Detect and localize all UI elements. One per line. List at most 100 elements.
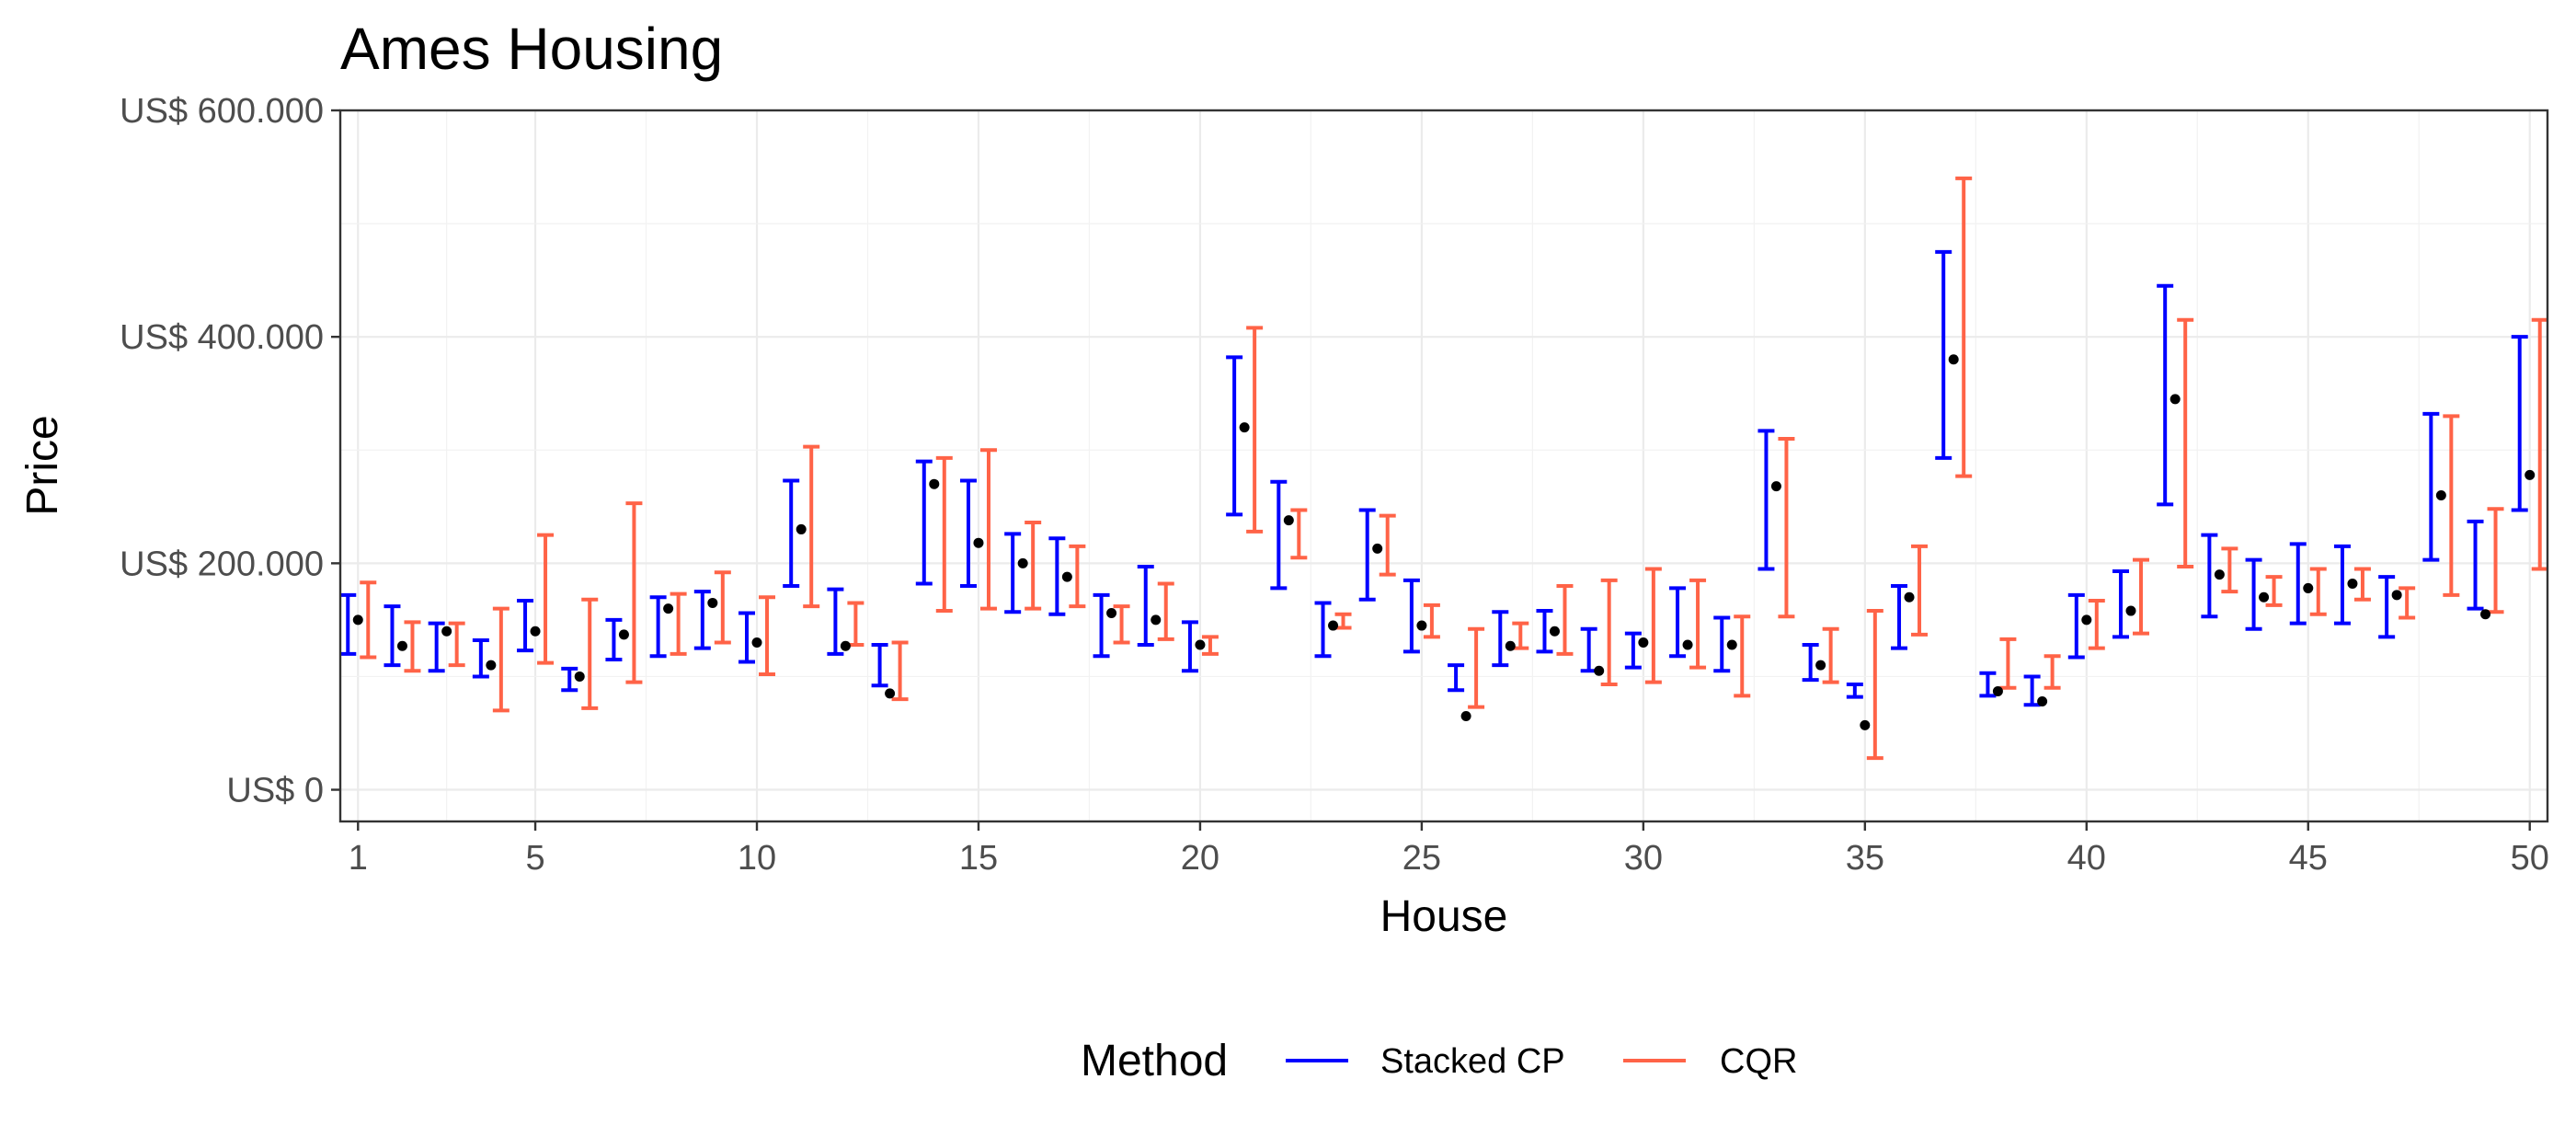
point-house-13 [885, 688, 896, 699]
errorbar-cqr-house-20 [1201, 635, 1219, 656]
errorbar-cqr-house-29 [1600, 578, 1618, 687]
point-house-15 [973, 537, 984, 548]
errorbar-cqr-house-25 [1423, 603, 1440, 639]
errorbar-cqr-house-36 [1911, 544, 1929, 637]
point-house-16 [1017, 557, 1028, 568]
point-house-33 [1770, 481, 1781, 492]
y-axis: US$ 0 US$ 200.000 US$ 400.000 US$ 600.000 [120, 92, 340, 810]
point-house-45 [2303, 582, 2314, 593]
point-house-36 [1904, 591, 1915, 603]
x-axis-title: House [1380, 892, 1508, 941]
errorbar-cqr-house-41 [2132, 557, 2149, 636]
point-house-42 [2170, 394, 2181, 405]
errorbar-stacked-cp-house-44 [2245, 557, 2262, 631]
errorbar-cqr-house-2 [404, 620, 421, 673]
point-house-11 [796, 523, 807, 534]
errorbar-stacked-cp-house-20 [1181, 620, 1198, 673]
point-house-9 [707, 597, 718, 608]
errorbar-cqr-house-42 [2177, 317, 2194, 569]
point-house-32 [1726, 639, 1737, 650]
errorbar-cqr-house-49 [2487, 507, 2504, 614]
errorbar-stacked-cp-house-35 [1846, 683, 1863, 699]
errorbar-stacked-cp-house-50 [2511, 335, 2528, 512]
errorbar-cqr-house-37 [1955, 176, 1973, 478]
errorbar-stacked-cp-house-41 [2112, 568, 2129, 639]
point-house-17 [1061, 571, 1072, 582]
point-house-50 [2524, 469, 2536, 480]
errorbar-stacked-cp-house-36 [1891, 583, 1908, 650]
point-house-44 [2259, 591, 2270, 603]
plot-background [340, 110, 2547, 821]
point-house-21 [1239, 422, 1250, 433]
point-house-38 [1992, 685, 2003, 696]
point-house-41 [2125, 605, 2136, 616]
point-house-19 [1151, 614, 1162, 626]
legend-title: Method [1081, 1037, 1228, 1085]
point-house-10 [751, 637, 762, 649]
errorbar-cqr-house-9 [714, 570, 731, 645]
legend: Method Stacked CP CQR [1081, 1037, 1797, 1085]
errorbar-cqr-house-48 [2443, 414, 2460, 597]
errorbar-stacked-cp-house-47 [2378, 575, 2396, 639]
errorbar-stacked-cp-house-15 [959, 478, 977, 588]
x-tick-label: 10 [738, 839, 776, 878]
y-tick-label: US$ 400.000 [120, 318, 324, 357]
errorbar-stacked-cp-house-8 [649, 595, 667, 659]
errorbar-cqr-house-47 [2399, 586, 2416, 620]
errorbar-cqr-house-46 [2353, 567, 2371, 602]
errorbar-stacked-cp-house-6 [561, 666, 578, 693]
errorbar-stacked-cp-house-2 [384, 604, 401, 668]
y-axis-title: Price [18, 415, 67, 515]
errorbar-cqr-house-33 [1778, 436, 1795, 619]
x-tick-label: 45 [2289, 839, 2328, 878]
errorbar-cqr-house-43 [2221, 546, 2238, 594]
x-tick-label: 40 [2067, 839, 2106, 878]
errorbar-cqr-house-45 [2309, 567, 2327, 616]
point-house-14 [929, 478, 940, 489]
errorbar-stacked-cp-house-25 [1402, 578, 1420, 654]
point-house-7 [618, 629, 629, 640]
errorbar-stacked-cp-house-48 [2422, 411, 2440, 562]
errorbar-stacked-cp-house-18 [1093, 592, 1110, 659]
point-house-23 [1328, 620, 1339, 631]
errorbar-cqr-house-5 [537, 533, 555, 665]
point-house-29 [1594, 665, 1605, 676]
errorbar-stacked-cp-house-46 [2333, 544, 2351, 626]
errorbar-cqr-house-30 [1644, 567, 1662, 684]
errorbar-stacked-cp-house-9 [693, 590, 711, 650]
points-layer [352, 354, 2536, 730]
x-tick-label: 50 [2511, 839, 2549, 878]
x-tick-label: 5 [525, 839, 544, 878]
errorbar-cqr-house-15 [979, 448, 997, 611]
point-house-46 [2347, 579, 2358, 590]
errorbar-stacked-cp-house-21 [1226, 355, 1243, 517]
errorbar-stacked-cp-house-10 [738, 611, 756, 664]
point-house-26 [1460, 711, 1471, 722]
point-house-48 [2435, 490, 2446, 501]
point-house-28 [1549, 626, 1560, 637]
errorbar-cqr-house-23 [1334, 612, 1352, 630]
errorbar-stacked-cp-house-22 [1270, 479, 1288, 591]
errorbar-cqr-house-39 [2044, 654, 2061, 690]
errorbar-cqr-house-28 [1556, 583, 1574, 656]
point-house-12 [840, 640, 851, 651]
x-tick-label: 1 [349, 839, 368, 878]
errorbar-cqr-house-21 [1246, 326, 1264, 534]
errorbar-stacked-cp-house-17 [1048, 536, 1066, 616]
errorbar-cqr-house-11 [803, 444, 820, 609]
errorbar-stacked-cp-house-7 [605, 617, 623, 661]
errorbar-cqr-house-31 [1689, 578, 1707, 670]
series-stacked-cp [339, 249, 2528, 707]
errorbar-stacked-cp-house-1 [339, 592, 357, 656]
x-tick-label: 20 [1181, 839, 1219, 878]
errorbar-stacked-cp-house-45 [2289, 542, 2307, 626]
point-house-25 [1416, 620, 1427, 631]
point-house-24 [1372, 543, 1383, 554]
errorbar-stacked-cp-house-43 [2201, 533, 2218, 619]
errorbar-stacked-cp-house-23 [1314, 601, 1332, 659]
errorbar-cqr-house-35 [1866, 609, 1883, 761]
x-tick-label: 30 [1624, 839, 1663, 878]
errorbar-stacked-cp-house-4 [472, 638, 489, 679]
errorbar-cqr-house-10 [759, 595, 776, 676]
